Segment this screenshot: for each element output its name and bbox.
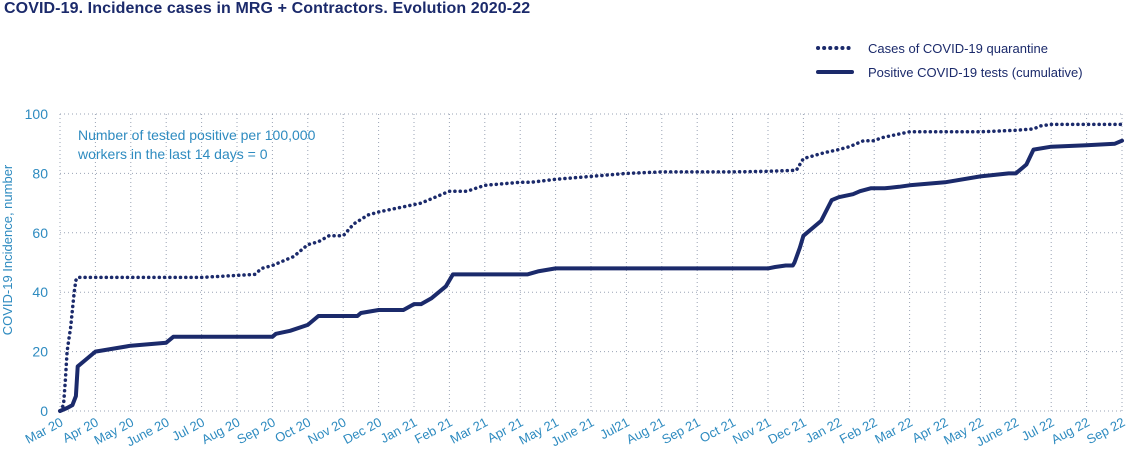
x-tick-label: Oct 21 xyxy=(697,414,738,445)
x-tick-label: Mar 21 xyxy=(447,414,490,446)
x-tick-label: Feb 21 xyxy=(412,414,455,446)
grid xyxy=(59,113,1123,412)
x-tick-label: Jan 22 xyxy=(803,414,845,446)
legend-swatch-dotted xyxy=(816,44,854,52)
legend-swatch-solid xyxy=(816,68,854,76)
legend-label-quarantine: Cases of COVID-19 quarantine xyxy=(868,40,1048,56)
series-line-quarantine xyxy=(58,122,1124,413)
y-tick-label: 0 xyxy=(40,403,48,419)
x-tick-label: Aug 21 xyxy=(624,414,667,447)
legend-item-quarantine: Cases of COVID-19 quarantine xyxy=(816,36,1083,60)
legend-item-positive-tests: Positive COVID-19 tests (cumulative) xyxy=(816,60,1083,84)
x-tick-label: Aug 22 xyxy=(1049,414,1092,447)
y-tick-label: 100 xyxy=(25,106,49,122)
x-tick-label: Oct 20 xyxy=(272,414,313,445)
annotation-line-1: Number of tested positive per 100,000 xyxy=(78,127,316,143)
x-tick-label: Nov 20 xyxy=(305,414,348,447)
annotation-line-2: workers in the last 14 days = 0 xyxy=(78,146,268,162)
x-tick-label: Sep 22 xyxy=(1084,414,1127,447)
y-tick-label: 60 xyxy=(32,225,48,241)
x-tick-label: Nov 21 xyxy=(730,414,773,447)
annotation: Number of tested positive per 100,000 wo… xyxy=(78,126,315,164)
chart-title: COVID-19. Incidence cases in MRG + Contr… xyxy=(4,0,531,17)
series-lines xyxy=(58,122,1124,413)
y-tick-label: 40 xyxy=(32,284,48,300)
x-tick-label: Sep 21 xyxy=(659,414,702,447)
y-tick-label: 80 xyxy=(32,165,48,181)
legend-label-positive-tests: Positive COVID-19 tests (cumulative) xyxy=(868,64,1083,80)
x-tick-label: Mar 22 xyxy=(872,414,915,446)
y-axis-label: COVID-19 Incidence, number xyxy=(0,164,15,335)
series-line-positive-tests xyxy=(58,138,1124,413)
x-tick-label: Jan 21 xyxy=(378,414,420,446)
x-tick-label: Dec 21 xyxy=(765,414,808,447)
x-tick-label: Aug 20 xyxy=(199,414,242,447)
x-tick-label: Feb 22 xyxy=(837,414,880,446)
x-tick-label: Mar 20 xyxy=(23,414,66,446)
legend: Cases of COVID-19 quarantine Positive CO… xyxy=(816,36,1083,84)
x-tick-label: Dec 20 xyxy=(341,414,384,447)
y-tick-label: 20 xyxy=(32,344,48,360)
y-axis: 0 20 40 60 80 100 xyxy=(25,106,49,419)
x-tick-label: Sep 20 xyxy=(234,414,277,447)
